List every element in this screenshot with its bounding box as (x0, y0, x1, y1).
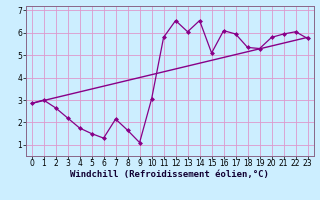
X-axis label: Windchill (Refroidissement éolien,°C): Windchill (Refroidissement éolien,°C) (70, 170, 269, 179)
